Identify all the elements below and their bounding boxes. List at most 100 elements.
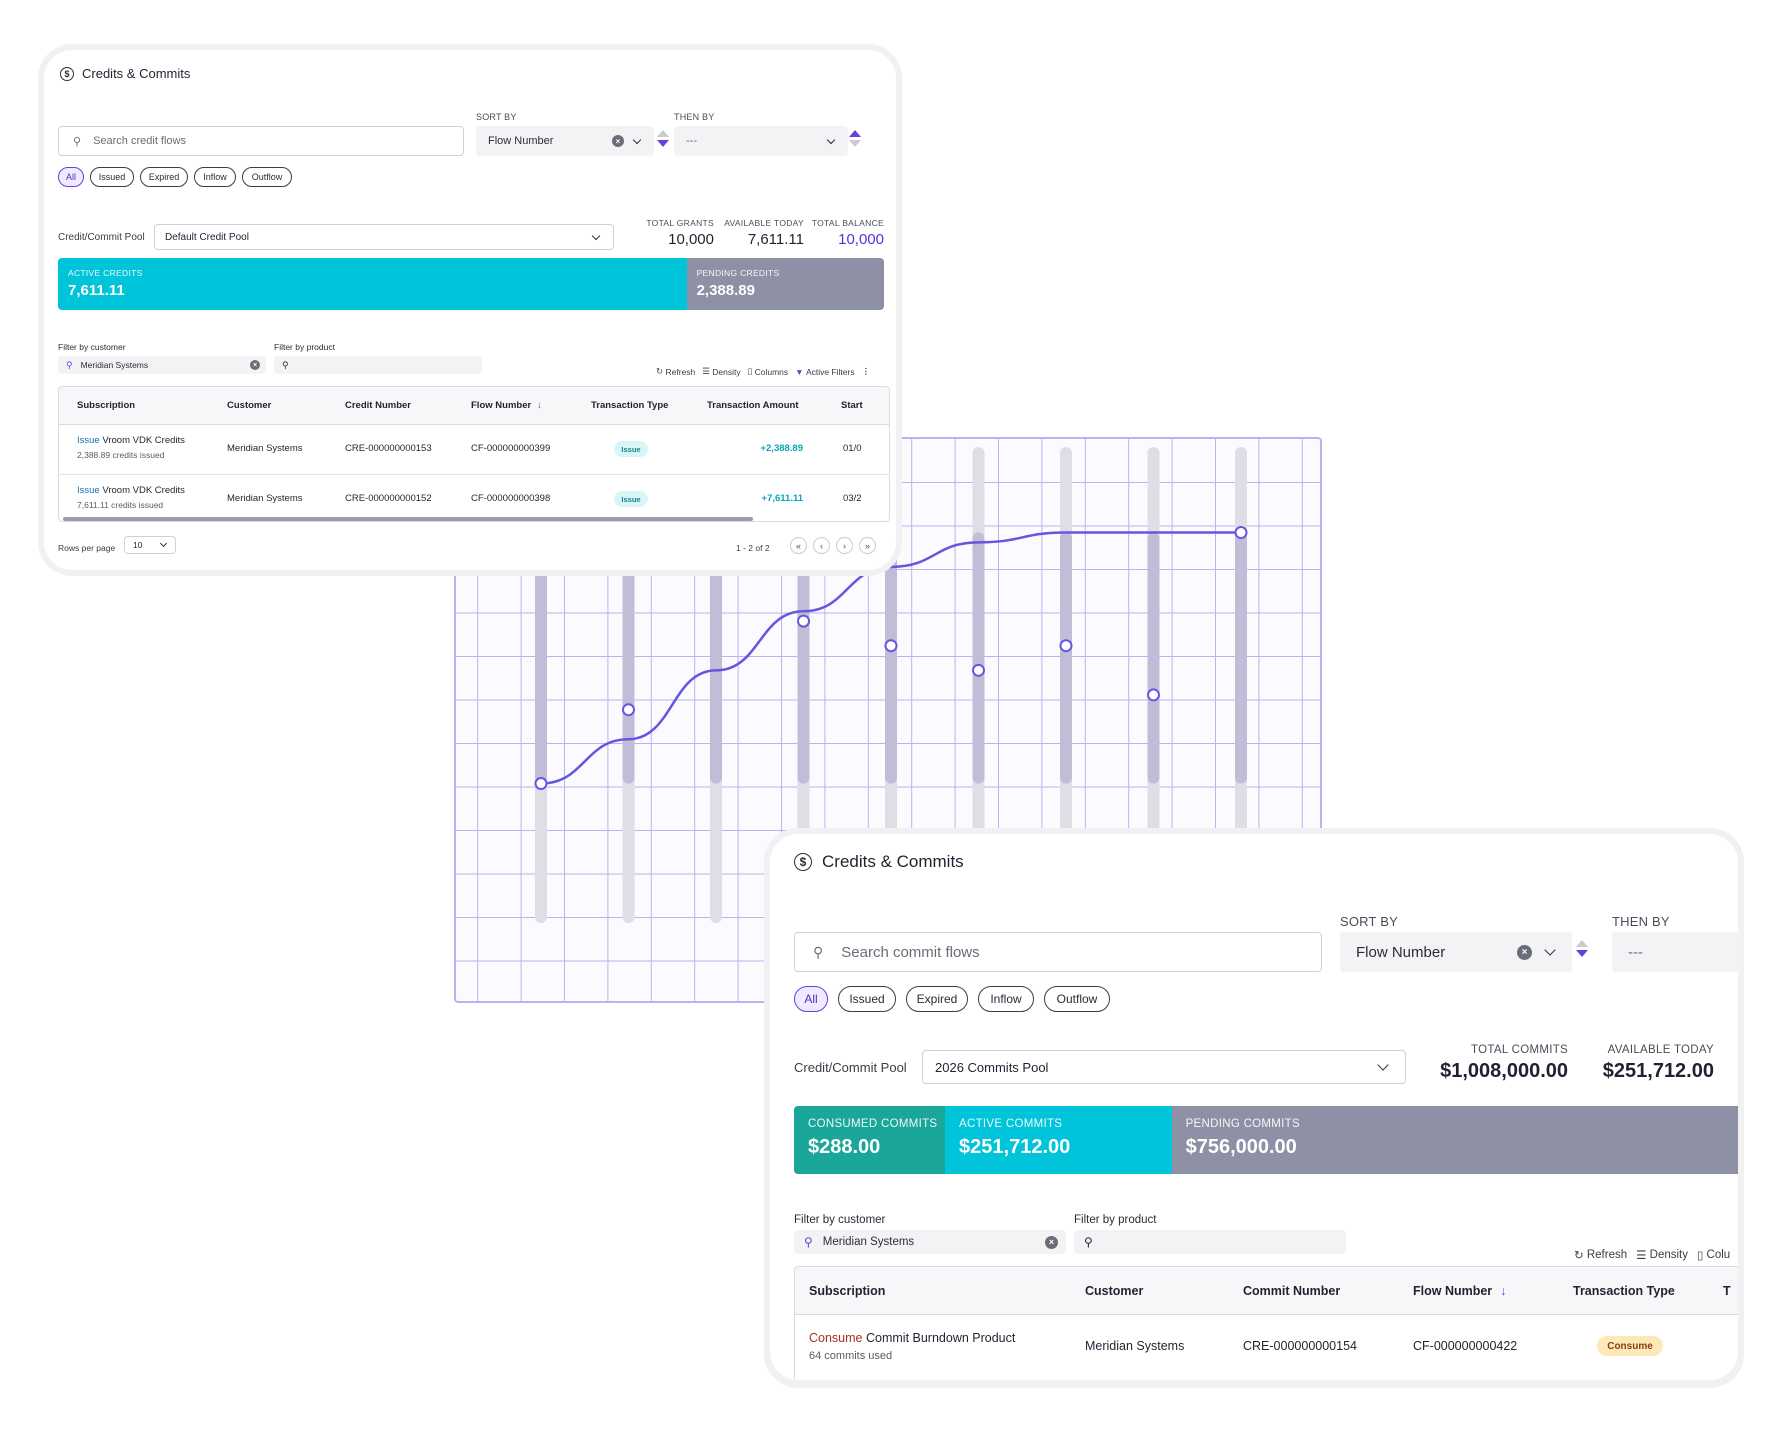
col-transaction-amount[interactable]: Transaction Amount [707, 400, 799, 411]
sort-asc-icon[interactable] [657, 130, 669, 137]
sort-by-label: SORT BY [476, 112, 517, 122]
cell-credit-number: CRE-000000000153 [345, 443, 432, 454]
sort-desc-icon[interactable] [849, 140, 861, 147]
sort-desc-icon[interactable] [657, 140, 669, 147]
col-truncated[interactable]: T [1723, 1284, 1731, 1298]
rows-per-page-label: Rows per page [58, 543, 116, 553]
filter-product-input[interactable]: ⚲ [1074, 1230, 1346, 1254]
data-point [1147, 688, 1160, 702]
chip-outflow[interactable]: Outflow [242, 167, 292, 187]
data-point [534, 777, 548, 791]
col-start[interactable]: Start [841, 400, 863, 411]
col-subscription[interactable]: Subscription [77, 400, 136, 411]
clear-icon[interactable]: × [1045, 1235, 1058, 1249]
sort-by-select[interactable]: Flow Number × [476, 126, 654, 156]
columns-button[interactable]: ▯ Columns [748, 366, 789, 377]
filter-customer-value: Meridian Systems [80, 360, 149, 370]
clear-icon[interactable]: × [250, 360, 260, 370]
col-commit-number[interactable]: Commit Number [1243, 1284, 1341, 1298]
col-credit-number[interactable]: Credit Number [345, 400, 411, 411]
columns-button[interactable]: ▯ Colu [1697, 1248, 1730, 1262]
horizontal-scrollbar[interactable] [63, 517, 753, 521]
chip-issued[interactable]: Issued [838, 986, 896, 1012]
chevron-down-icon [826, 135, 836, 144]
chip-issued[interactable]: Issued [90, 167, 134, 187]
chip-all[interactable]: All [58, 167, 84, 187]
sort-arrow-down-icon: ↓ [537, 400, 542, 411]
first-page-icon[interactable]: « [790, 537, 807, 554]
table-toolbar: ↻ Refresh ☰ Density ▯ Columns ▼ Active F… [656, 366, 870, 377]
next-page-icon[interactable]: › [836, 537, 853, 554]
filter-customer-input[interactable]: ⚲ Meridian Systems × [794, 1230, 1066, 1254]
sort-asc-icon[interactable] [849, 130, 861, 137]
filter-product-input[interactable]: ⚲ [274, 356, 482, 374]
filter-customer-input[interactable]: ⚲ Meridian Systems × [58, 356, 266, 374]
chevron-down-icon [159, 539, 168, 548]
segment-label: PENDING CREDITS [696, 268, 780, 278]
data-point [1234, 526, 1248, 540]
card2-header: $ Credits & Commits [794, 852, 964, 872]
search-input[interactable]: ⚲ Search credit flows [58, 126, 464, 156]
sort-asc-icon[interactable] [1576, 940, 1588, 947]
range-bar [622, 532, 635, 784]
clear-icon[interactable]: × [612, 135, 624, 147]
segment-value: 7,611.11 [68, 282, 125, 299]
table-row[interactable]: Issue Vroom VDK Credits 7,611.11 credits… [59, 475, 889, 521]
clear-icon[interactable]: × [1517, 944, 1532, 960]
subscription-kind[interactable]: Issue [77, 435, 100, 446]
then-by-direction-toggle[interactable] [849, 130, 861, 147]
data-point [1059, 639, 1073, 653]
col-transaction-type[interactable]: Transaction Type [591, 400, 669, 411]
rows-per-page-select[interactable]: 10 [124, 536, 176, 554]
pool-value: Default Credit Pool [165, 231, 249, 243]
table-toolbar: ↻ Refresh ☰ Density ▯ Colu [1574, 1248, 1730, 1262]
chip-inflow[interactable]: Inflow [194, 167, 236, 187]
col-flow-number[interactable]: Flow Number ↓ [471, 400, 542, 411]
sort-direction-toggle[interactable] [1576, 940, 1588, 957]
col-subscription[interactable]: Subscription [809, 1284, 886, 1298]
sort-by-select[interactable]: Flow Number × [1340, 932, 1572, 972]
stat-value: 10,000 [838, 231, 884, 248]
prev-page-icon[interactable]: ‹ [813, 537, 830, 554]
pool-select[interactable]: Default Credit Pool [154, 224, 614, 250]
table-row[interactable]: Consume Commit Burndown Product 64 commi… [795, 1315, 1738, 1379]
sort-by-label: SORT BY [1340, 914, 1398, 929]
table-row[interactable]: Issue Vroom VDK Credits 2,388.89 credits… [59, 425, 889, 475]
density-button[interactable]: ☰ Density [702, 366, 740, 377]
subscription-kind[interactable]: Consume [809, 1331, 863, 1345]
subscription-kind[interactable]: Issue [77, 485, 100, 496]
density-icon: ☰ [702, 366, 713, 376]
chip-outflow[interactable]: Outflow [1044, 986, 1110, 1012]
sort-direction-toggle[interactable] [657, 130, 669, 147]
chevron-down-icon [1377, 1059, 1389, 1071]
sort-desc-icon[interactable] [1576, 950, 1588, 957]
chip-inflow[interactable]: Inflow [978, 986, 1034, 1012]
col-customer[interactable]: Customer [227, 400, 272, 411]
density-button[interactable]: ☰ Density [1636, 1248, 1688, 1262]
chevron-down-icon [632, 135, 642, 144]
col-customer[interactable]: Customer [1085, 1284, 1144, 1298]
pending-credits-segment: PENDING CREDITS 2,388.89 [686, 258, 884, 310]
chip-expired[interactable]: Expired [906, 986, 968, 1012]
chip-all[interactable]: All [794, 986, 828, 1012]
search-icon: ⚲ [1084, 1235, 1093, 1249]
then-by-select[interactable]: --- [674, 126, 848, 156]
col-transaction-type[interactable]: Transaction Type [1573, 1284, 1675, 1298]
pool-select[interactable]: 2026 Commits Pool [922, 1050, 1406, 1084]
segment-value: $251,712.00 [959, 1136, 1071, 1158]
search-icon: ⚲ [66, 359, 73, 370]
then-by-select[interactable]: --- [1612, 932, 1738, 972]
col-flow-number[interactable]: Flow Number ↓ [1413, 1284, 1506, 1298]
active-filters-button[interactable]: ▼ Active Filters [795, 367, 854, 377]
search-icon: ⚲ [282, 359, 289, 370]
search-icon: ⚲ [73, 135, 82, 148]
more-options-icon[interactable]: ⋮ [861, 366, 871, 376]
refresh-button[interactable]: ↻ Refresh [656, 366, 695, 377]
chip-expired[interactable]: Expired [140, 167, 188, 187]
cell-customer: Meridian Systems [1085, 1339, 1185, 1353]
last-page-icon[interactable]: » [859, 537, 876, 554]
search-input[interactable]: ⚲ Search commit flows [794, 932, 1322, 972]
columns-label: Columns [754, 366, 789, 377]
cell-customer: Meridian Systems [227, 443, 303, 454]
refresh-button[interactable]: ↻ Refresh [1574, 1248, 1627, 1262]
